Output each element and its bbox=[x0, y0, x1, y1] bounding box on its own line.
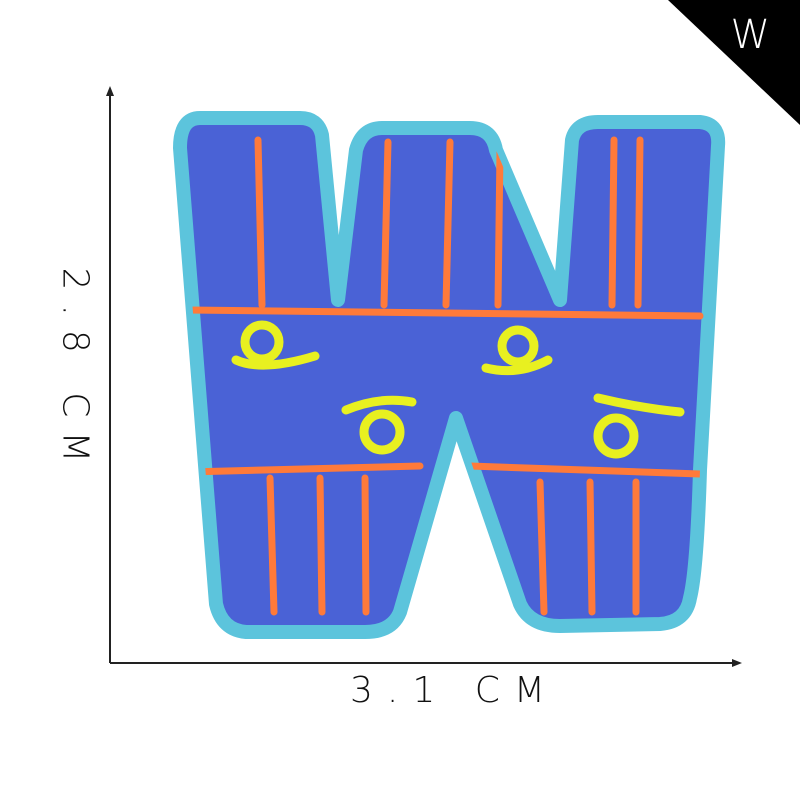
motif-2 bbox=[341, 395, 417, 455]
corner-badge bbox=[668, 0, 800, 125]
orange-stripes bbox=[182, 136, 704, 616]
width-label: 3.1 CM bbox=[350, 670, 559, 711]
patch-border bbox=[173, 111, 726, 639]
dimension-axes bbox=[106, 86, 742, 667]
up-arrow-icon bbox=[106, 86, 114, 96]
motif-3 bbox=[481, 325, 553, 376]
yellow-motifs bbox=[231, 320, 685, 459]
motif-4 bbox=[593, 393, 685, 459]
height-label: 2.8 CM bbox=[54, 267, 96, 477]
corner-letter: W bbox=[730, 12, 770, 58]
right-arrow-icon bbox=[732, 659, 742, 667]
motif-1 bbox=[231, 320, 320, 370]
w-patch bbox=[173, 111, 726, 639]
